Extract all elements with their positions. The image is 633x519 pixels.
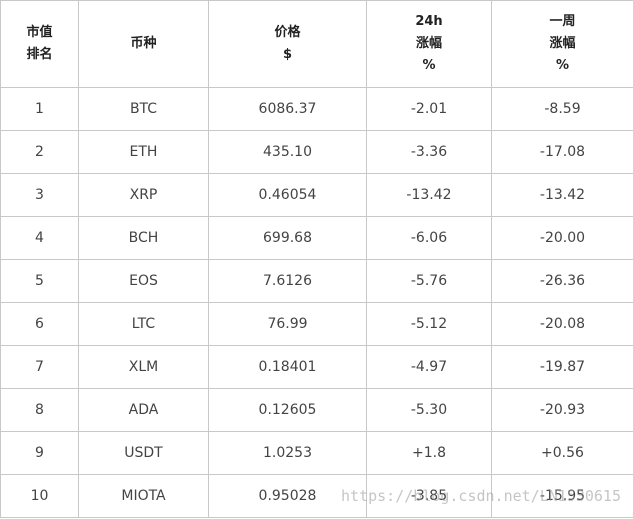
cell-coin: XLM [78, 345, 209, 389]
table-row: 7 XLM 0.18401 -4.97 -19.87 [0, 345, 633, 389]
header-change-week: 一周 涨幅 % [491, 0, 633, 88]
cell-coin: EOS [78, 259, 209, 303]
cell-price: 435.10 [208, 130, 367, 174]
cell-change-week: -8.59 [491, 87, 633, 131]
table-row: 8 ADA 0.12605 -5.30 -20.93 [0, 388, 633, 432]
cell-change-week: -20.93 [491, 388, 633, 432]
header-change-24h: 24h 涨幅 % [366, 0, 492, 88]
cell-rank: 4 [0, 216, 79, 260]
cell-change-week: -15.95 [491, 474, 633, 518]
cell-change-week: -20.08 [491, 302, 633, 346]
table-header: 市值 排名 币种 价格 $ 24h 涨幅 % 一周 涨幅 % [0, 0, 633, 88]
header-line: 币种 [130, 36, 157, 51]
cell-rank: 10 [0, 474, 79, 518]
cell-coin: MIOTA [78, 474, 209, 518]
table-row: 3 XRP 0.46054 -13.42 -13.42 [0, 173, 633, 217]
cell-price: 7.6126 [208, 259, 367, 303]
cell-coin: XRP [78, 173, 209, 217]
cell-price: 0.95028 [208, 474, 367, 518]
header-row: 市值 排名 币种 价格 $ 24h 涨幅 % 一周 涨幅 % [0, 0, 633, 88]
cell-rank: 9 [0, 431, 79, 475]
header-line: 一周 [549, 14, 576, 29]
table-row: 10 MIOTA 0.95028 -3.85 -15.95 [0, 474, 633, 518]
cell-coin: BCH [78, 216, 209, 260]
cell-price: 1.0253 [208, 431, 367, 475]
cell-coin: LTC [78, 302, 209, 346]
cell-change-week: -19.87 [491, 345, 633, 389]
cell-rank: 2 [0, 130, 79, 174]
header-line: 价格 [274, 25, 301, 40]
header-line: $ [282, 47, 293, 62]
table-row: 6 LTC 76.99 -5.12 -20.08 [0, 302, 633, 346]
header-line: 涨幅 [549, 36, 576, 51]
cell-change-week: -26.36 [491, 259, 633, 303]
cell-coin: USDT [78, 431, 209, 475]
header-price: 价格 $ [208, 0, 367, 88]
cell-rank: 5 [0, 259, 79, 303]
cell-price: 76.99 [208, 302, 367, 346]
table-row: 2 ETH 435.10 -3.36 -17.08 [0, 130, 633, 174]
header-coin: 币种 [78, 0, 209, 88]
cell-change-24h: -13.42 [366, 173, 492, 217]
cell-price: 0.46054 [208, 173, 367, 217]
header-line: 排名 [26, 47, 53, 62]
header-line: % [422, 58, 436, 73]
cell-change-24h: -3.36 [366, 130, 492, 174]
cell-change-24h: -6.06 [366, 216, 492, 260]
header-line: % [555, 58, 570, 73]
cell-coin: ETH [78, 130, 209, 174]
table-row: 4 BCH 699.68 -6.06 -20.00 [0, 216, 633, 260]
header-market-cap-rank: 市值 排名 [0, 0, 79, 88]
cell-price: 6086.37 [208, 87, 367, 131]
table-row: 9 USDT 1.0253 +1.8 +0.56 [0, 431, 633, 475]
cell-rank: 3 [0, 173, 79, 217]
cell-change-week: -17.08 [491, 130, 633, 174]
cell-change-24h: -5.76 [366, 259, 492, 303]
cell-rank: 6 [0, 302, 79, 346]
cell-change-24h: -5.12 [366, 302, 492, 346]
table-body: 1 BTC 6086.37 -2.01 -8.59 2 ETH 435.10 -… [0, 87, 633, 518]
table-row: 1 BTC 6086.37 -2.01 -8.59 [0, 87, 633, 131]
cell-change-24h: -5.30 [366, 388, 492, 432]
cell-change-24h: +1.8 [366, 431, 492, 475]
table-row: 5 EOS 7.6126 -5.76 -26.36 [0, 259, 633, 303]
cell-change-24h: -4.97 [366, 345, 492, 389]
cell-price: 0.12605 [208, 388, 367, 432]
cell-change-24h: -2.01 [366, 87, 492, 131]
header-line: 涨幅 [415, 36, 442, 51]
header-line: 24h [415, 14, 443, 29]
cell-change-24h: -3.85 [366, 474, 492, 518]
cell-change-week: -20.00 [491, 216, 633, 260]
cell-change-week: +0.56 [491, 431, 633, 475]
header-line: 市值 [26, 25, 53, 40]
cell-price: 0.18401 [208, 345, 367, 389]
cell-change-week: -13.42 [491, 173, 633, 217]
cell-rank: 8 [0, 388, 79, 432]
cell-rank: 7 [0, 345, 79, 389]
cell-coin: BTC [78, 87, 209, 131]
cell-rank: 1 [0, 87, 79, 131]
cell-price: 699.68 [208, 216, 367, 260]
cell-coin: ADA [78, 388, 209, 432]
